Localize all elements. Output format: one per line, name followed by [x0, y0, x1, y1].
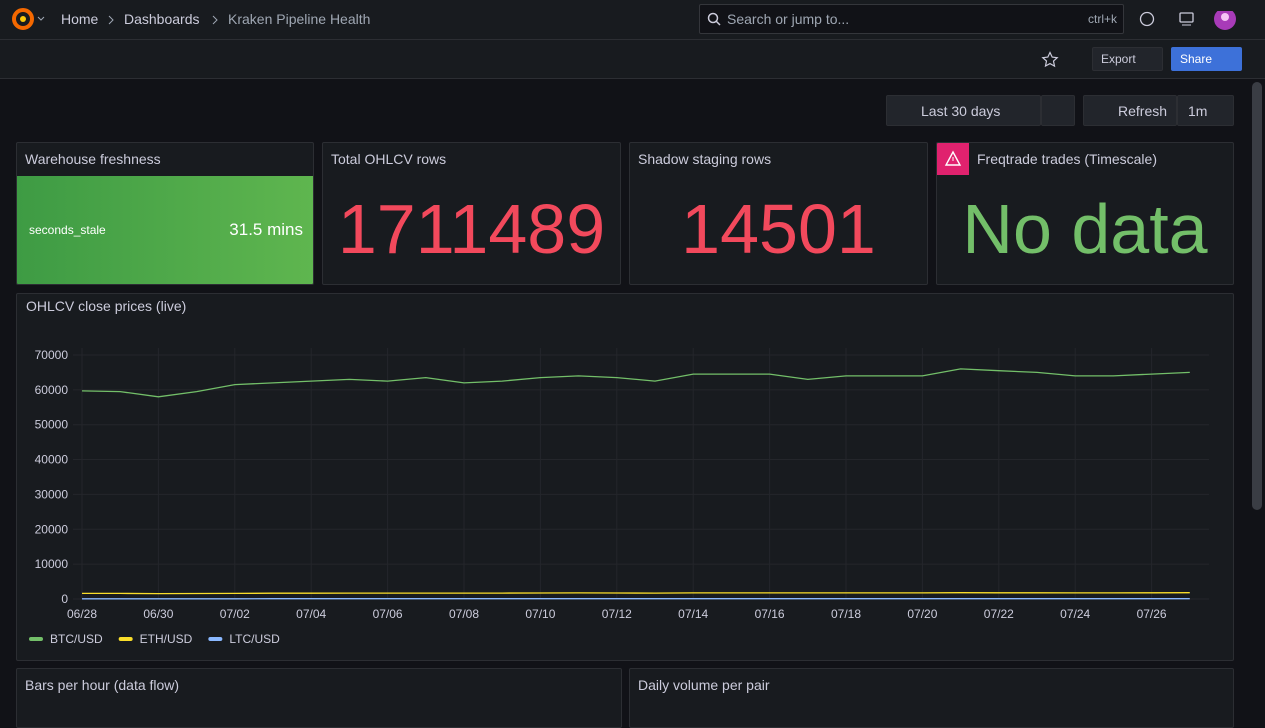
timeseries-panel: OHLCV close prices (live) 0 10000 20000 300…: [16, 293, 1234, 661]
stat-panel: Shadow staging rows 14501: [629, 142, 928, 285]
x-tick-label: 07/14: [678, 607, 708, 621]
stat-value: No data: [937, 189, 1233, 269]
panel-title: Freqtrade trades (Timescale): [977, 151, 1157, 167]
x-tick-label: 07/18: [831, 607, 861, 621]
x-tick-label: 06/30: [143, 607, 173, 621]
search-placeholder: Search or jump to...: [727, 11, 849, 27]
x-tick-label: 07/02: [220, 607, 250, 621]
zoom-out[interactable]: [1041, 95, 1075, 126]
star-button[interactable]: [1041, 51, 1059, 68]
export-label: Export: [1101, 52, 1136, 66]
breadcrumb: Kraken Pipeline Health: [228, 11, 370, 27]
panel: Bars per hour (data flow): [16, 668, 622, 728]
breadcrumb[interactable]: Dashboards: [124, 11, 200, 27]
x-tick-label: 07/16: [755, 607, 785, 621]
x-tick-label: 07/04: [296, 607, 326, 621]
y-tick-label: 40000: [35, 453, 69, 467]
y-tick-label: 30000: [35, 487, 69, 501]
y-tick-label: 10000: [35, 557, 69, 571]
share-label: Share: [1180, 52, 1212, 66]
x-tick-label: 07/26: [1137, 607, 1167, 621]
panel-title: Daily volume per pair: [638, 677, 770, 693]
stat-value: 14501: [630, 189, 927, 269]
series-line: [82, 593, 1190, 594]
x-tick-label: 07/22: [984, 607, 1014, 621]
chart: OHLCV close prices (live) 0 10000 20000 300…: [17, 294, 1234, 661]
y-tick-label: 0: [61, 592, 68, 606]
x-tick-label: 06/28: [67, 607, 97, 621]
legend-label: BTC/USD: [50, 632, 103, 646]
logo[interactable]: [10, 7, 48, 33]
legend-label: ETH/USD: [140, 632, 193, 646]
x-tick-label: 07/12: [602, 607, 632, 621]
chevron: [210, 14, 220, 26]
refresh-button[interactable]: Refresh: [1083, 95, 1177, 126]
stat-value: 31.5 mins: [229, 220, 303, 240]
panel-title: Bars per hour (data flow): [25, 677, 179, 693]
panel: Daily volume per pair: [629, 668, 1234, 728]
interval-label: 1m: [1188, 103, 1207, 119]
panel-title: Warehouse freshness: [25, 151, 161, 167]
series-line: [82, 369, 1190, 397]
share-button[interactable]: Share: [1171, 47, 1242, 71]
x-tick-label: 07/08: [449, 607, 479, 621]
nav-icons[interactable]: [1138, 11, 1238, 31]
stat-panel: Total OHLCV rows 1711489: [322, 142, 621, 285]
y-tick-label: 70000: [35, 348, 69, 362]
stat-background: seconds_stale 31.5 mins: [17, 176, 314, 285]
refresh-interval[interactable]: 1m: [1177, 95, 1234, 126]
shortcut: ctrl+k: [1088, 12, 1117, 26]
legend-label: LTC/USD: [229, 632, 280, 646]
chevron: [106, 14, 116, 26]
stat-panel: Freqtrade trades (Timescale) No data: [936, 142, 1234, 285]
warning-badge[interactable]: [937, 143, 969, 175]
x-tick-label: 07/06: [373, 607, 403, 621]
stat-panel: Warehouse freshness seconds_stale 31.5 m…: [16, 142, 314, 285]
field-name: seconds_stale: [29, 223, 106, 237]
time-picker[interactable]: Last 30 days: [886, 95, 1041, 126]
y-tick-label: 20000: [35, 522, 69, 536]
legend-swatch: [208, 637, 222, 641]
export-button[interactable]: Export: [1092, 47, 1163, 71]
chart-title: OHLCV close prices (live): [26, 298, 186, 314]
panel-title: Shadow staging rows: [638, 151, 771, 167]
warning-icon: [937, 143, 969, 175]
refresh-label: Refresh: [1118, 103, 1167, 119]
x-tick-label: 07/24: [1060, 607, 1090, 621]
y-tick-label: 60000: [35, 383, 69, 397]
x-tick-label: 07/10: [525, 607, 555, 621]
x-tick-label: 07/20: [907, 607, 937, 621]
search-box[interactable]: Search or jump to... ctrl+k: [699, 4, 1124, 34]
panel-title: Total OHLCV rows: [331, 151, 446, 167]
y-tick-label: 50000: [35, 418, 69, 432]
legend-swatch: [119, 637, 133, 641]
dashboard-toolbar: Export Share: [0, 40, 1265, 79]
search-icon: [707, 12, 721, 26]
scrollbar[interactable]: [1252, 82, 1262, 510]
page: Home Dashboards Kraken Pipeline Health S…: [0, 0, 1265, 712]
time-range: Last 30 days: [921, 103, 1000, 119]
breadcrumb[interactable]: Home: [61, 11, 98, 27]
top-nav: Home Dashboards Kraken Pipeline Health S…: [0, 0, 1265, 40]
stat-value: 1711489: [323, 189, 620, 269]
legend-swatch: [29, 637, 43, 641]
